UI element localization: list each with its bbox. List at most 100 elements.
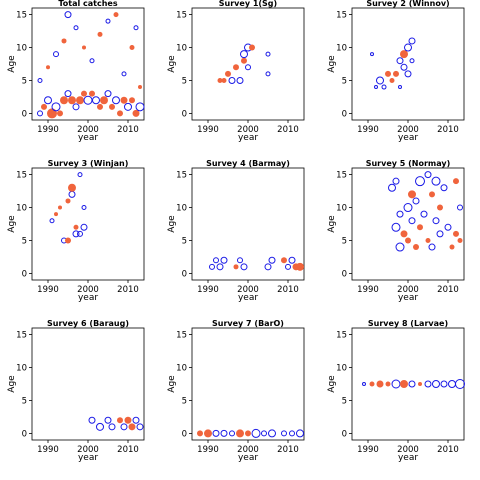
- bubble-positive: [236, 429, 244, 438]
- bubble-positive: [389, 77, 395, 83]
- bubble-negative: [404, 43, 412, 52]
- chart-panel: Survey 4 (Barmay) 1990 2000 2010 0 5 10 15 year A…: [167, 159, 305, 303]
- chart-panel: Survey 1(Sg) 1990 2000 2010 0 5 10 15 year Age: [167, 0, 305, 143]
- y-tick-label: 10: [176, 44, 187, 54]
- bubble-negative: [424, 380, 432, 388]
- plot-frame: [191, 167, 305, 281]
- chart-panel: Survey 2 (Winnov) 1990 2000 2010 0 5 10 15 year A…: [327, 0, 465, 143]
- bubble-positive: [204, 429, 212, 438]
- y-tick-label: 10: [16, 364, 27, 374]
- x-tick-label: 2000: [77, 125, 99, 135]
- bubble-positive: [97, 103, 103, 110]
- bubble-negative: [261, 430, 267, 437]
- bubble-negative: [396, 210, 404, 218]
- x-axis-label: year: [398, 293, 418, 303]
- bubble-negative: [420, 210, 428, 218]
- bubble-negative: [212, 429, 220, 437]
- y-tick-label: 10: [176, 364, 187, 374]
- bubble-negative: [268, 256, 276, 264]
- bubble-negative: [431, 176, 441, 186]
- bubble-negative: [455, 379, 465, 389]
- bubble-negative: [432, 217, 440, 225]
- bubble-negative: [374, 85, 378, 90]
- y-tick-label: 15: [176, 11, 187, 21]
- bubble-positive: [120, 96, 128, 104]
- bubble-positive: [138, 85, 142, 90]
- bubble-negative: [237, 257, 243, 264]
- chart-panel: Survey 8 (Larvae) 1990 2000 2010 0 5 10 15 year A…: [327, 319, 465, 463]
- bubble-negative: [448, 380, 456, 388]
- y-tick-label: 5: [22, 396, 27, 406]
- bubble-negative: [264, 263, 272, 271]
- bubble-negative: [213, 257, 219, 264]
- plot-frame: [31, 167, 145, 281]
- y-tick-label: 10: [176, 204, 187, 214]
- bubble-negative: [240, 50, 248, 59]
- bubble-positive: [405, 237, 411, 244]
- bubble-negative: [245, 64, 251, 71]
- chart-panel: Total catches 1990 2000 2010 0 5 10 15 year Age: [7, 0, 145, 143]
- y-tick-label: 5: [22, 236, 27, 246]
- y-tick-label: 0: [182, 429, 187, 439]
- y-axis-label: Age: [327, 215, 337, 233]
- bubble-negative: [440, 380, 448, 388]
- bubble-negative: [288, 256, 296, 264]
- bubble-positive: [68, 96, 76, 105]
- bubble-negative: [133, 25, 139, 31]
- bubble-positive: [117, 417, 123, 424]
- x-axis-label: year: [398, 453, 418, 463]
- bubble-positive: [369, 381, 375, 387]
- bubble-positive: [100, 96, 108, 105]
- bubble-positive: [400, 50, 408, 59]
- bubble-negative: [265, 71, 271, 77]
- y-tick-label: 5: [182, 76, 187, 86]
- x-tick-label: 1990: [197, 285, 219, 295]
- bubble-negative: [120, 423, 128, 431]
- bubble-negative: [132, 416, 140, 424]
- bubble-negative: [408, 380, 416, 388]
- y-axis-label: Age: [327, 375, 337, 393]
- bubble-negative: [44, 96, 52, 105]
- bubble-negative: [408, 37, 416, 45]
- y-tick-label: 15: [336, 331, 347, 341]
- panel-title: Survey 3 (Winjan): [48, 159, 129, 168]
- x-axis-label: year: [238, 133, 258, 143]
- y-tick-label: 10: [336, 204, 347, 214]
- bubble-negative: [251, 428, 261, 438]
- y-tick-label: 0: [182, 269, 187, 279]
- bubble-negative: [440, 184, 448, 192]
- bubble-negative: [403, 203, 413, 213]
- bubble-negative: [391, 379, 401, 389]
- bubble-positive: [132, 109, 140, 117]
- x-tick-label: 1990: [197, 125, 219, 135]
- x-tick-label: 2000: [237, 285, 259, 295]
- y-tick-label: 15: [16, 331, 27, 341]
- bubble-negative: [81, 205, 87, 211]
- bubble-negative: [228, 76, 236, 84]
- bubble-positive: [429, 191, 435, 198]
- bubble-positive: [233, 64, 239, 71]
- bubble-negative: [391, 222, 401, 232]
- bubble-positive: [117, 110, 123, 117]
- bubble-positive: [453, 230, 459, 237]
- y-tick-label: 5: [22, 76, 27, 86]
- bubble-positive: [233, 264, 239, 270]
- x-tick-label: 2010: [437, 285, 459, 295]
- x-axis-label: year: [398, 133, 418, 143]
- bubble-negative: [415, 176, 425, 187]
- bubble-positive: [245, 430, 251, 437]
- bubble-negative: [398, 85, 402, 90]
- plot-frame: [191, 327, 305, 441]
- bubble-positive: [296, 262, 304, 271]
- chart-panel: Survey 6 (Baraug) 1990 2000 2010 0 5 10 15 year A…: [7, 319, 145, 463]
- panel-title: Survey 8 (Larvae): [368, 319, 448, 328]
- bubble-positive: [109, 103, 115, 110]
- x-tick-label: 2010: [437, 445, 459, 455]
- bubble-positive: [54, 212, 58, 217]
- bubble-negative: [80, 223, 88, 231]
- y-axis-label: Age: [7, 375, 17, 393]
- bubble-positive: [65, 198, 71, 204]
- y-tick-label: 0: [182, 109, 187, 119]
- bubble-positive: [413, 244, 419, 251]
- bubble-positive: [41, 103, 47, 110]
